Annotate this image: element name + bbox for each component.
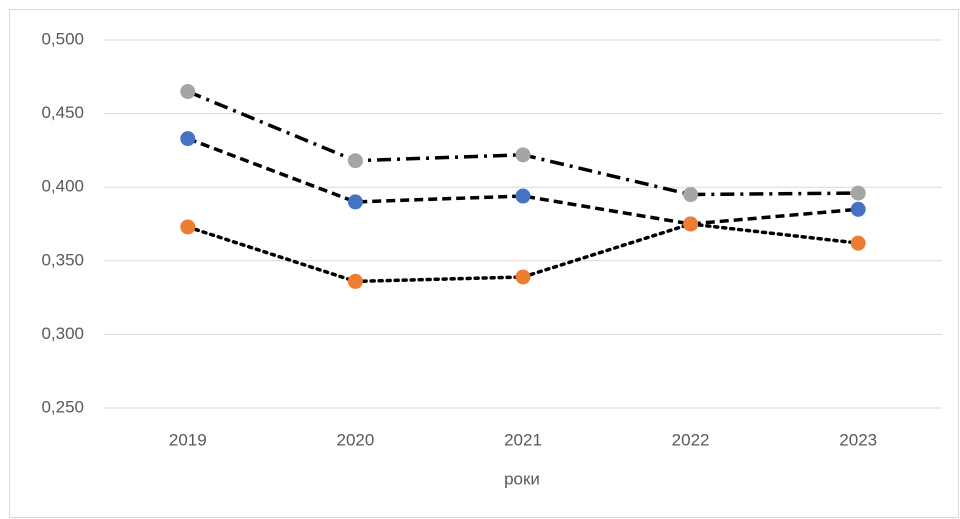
data-point	[683, 216, 699, 232]
y-tick-label: 0,450	[41, 103, 84, 122]
y-tick-label: 0,350	[41, 250, 84, 269]
data-point	[347, 153, 363, 169]
data-point	[180, 219, 196, 235]
y-tick-label: 0,300	[41, 324, 84, 343]
data-point	[180, 84, 196, 100]
y-tick-label: 0,500	[41, 29, 84, 48]
y-tick-label: 0,400	[41, 177, 84, 196]
data-point	[515, 269, 531, 285]
data-point	[850, 185, 866, 201]
x-tick-label: 2023	[839, 430, 877, 449]
x-tick-label: 2019	[169, 430, 207, 449]
x-tick-label: 2022	[672, 430, 710, 449]
data-point	[347, 273, 363, 289]
data-point	[515, 188, 531, 204]
data-point	[180, 131, 196, 147]
y-tick-label: 0,250	[41, 397, 84, 416]
chart-frame	[9, 9, 959, 518]
x-axis-label: роки	[504, 469, 540, 488]
x-tick-label: 2020	[336, 430, 374, 449]
x-tick-label: 2021	[504, 430, 542, 449]
data-point	[850, 201, 866, 217]
data-point	[683, 187, 699, 203]
data-point	[850, 235, 866, 251]
data-point	[515, 147, 531, 163]
data-point	[347, 194, 363, 210]
series-line	[187, 136, 859, 226]
